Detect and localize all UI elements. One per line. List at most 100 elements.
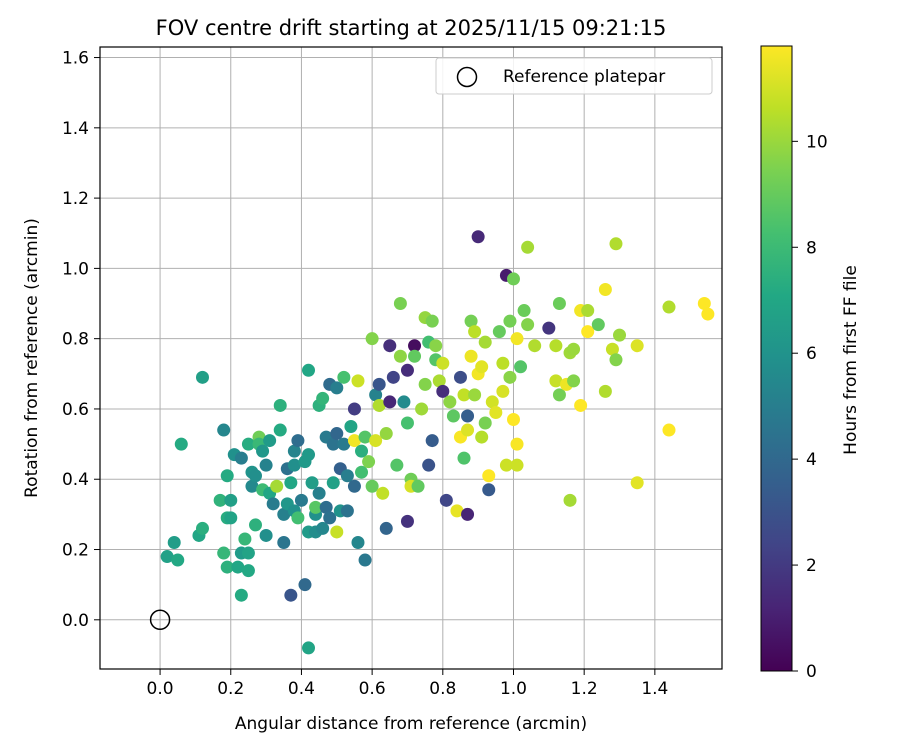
data-point	[461, 409, 475, 423]
data-point	[369, 388, 383, 402]
colorbar-label: Hours from first FF file	[841, 265, 861, 455]
x-tick-label: 0.2	[217, 679, 244, 699]
data-point	[609, 237, 623, 251]
data-point	[468, 325, 482, 339]
data-point	[344, 420, 358, 434]
data-point	[598, 384, 612, 398]
legend-marker-icon	[456, 66, 478, 88]
data-point	[234, 588, 248, 602]
data-point	[464, 314, 478, 328]
data-point	[506, 412, 520, 426]
x-ticks: 0.0 0.2 0.4 0.6 0.8 1.0 1.2 1.4	[147, 669, 668, 699]
colorbar-tick-label: 4	[806, 450, 817, 470]
plot-frame	[99, 46, 723, 670]
data-point	[347, 434, 361, 448]
data-point	[365, 479, 379, 493]
data-point	[549, 339, 563, 353]
data-point	[630, 476, 644, 490]
data-point	[355, 465, 369, 479]
data-point	[609, 353, 623, 367]
data-point	[471, 230, 485, 244]
data-point	[549, 374, 563, 388]
data-point	[393, 349, 407, 363]
data-point	[552, 297, 566, 311]
x-tick-label: 1.0	[500, 679, 527, 699]
data-point	[362, 455, 376, 469]
data-point	[510, 332, 524, 346]
colorbar-tick-label: 8	[806, 238, 817, 258]
data-point	[241, 437, 255, 451]
reference-marker	[149, 609, 171, 631]
data-point	[613, 328, 627, 342]
data-point	[277, 507, 291, 521]
data-point	[443, 395, 457, 409]
data-point	[408, 339, 422, 353]
data-point	[482, 483, 496, 497]
y-tick-label: 0.4	[62, 470, 89, 490]
x-tick-label: 0.0	[147, 679, 174, 699]
data-point	[503, 314, 517, 328]
colorbar-tick-label: 10	[806, 132, 828, 152]
data-point	[425, 314, 439, 328]
data-point	[337, 370, 351, 384]
data-point	[287, 458, 301, 472]
data-point	[574, 398, 588, 412]
data-point	[506, 272, 520, 286]
data-point	[160, 550, 174, 564]
data-point	[411, 479, 425, 493]
colorbar-tick-label: 6	[806, 344, 817, 364]
data-point	[287, 444, 301, 458]
data-point	[418, 377, 432, 391]
data-point	[662, 423, 676, 437]
colorbar-gradient	[760, 45, 793, 672]
data-point	[475, 430, 489, 444]
x-tick-label: 0.4	[288, 679, 315, 699]
data-point	[383, 395, 397, 409]
data-point	[510, 458, 524, 472]
y-tick-label: 1.4	[62, 119, 89, 139]
data-point	[302, 641, 316, 655]
data-point	[390, 458, 404, 472]
data-point	[461, 507, 475, 521]
data-point	[475, 360, 489, 374]
data-point	[305, 476, 319, 490]
data-point	[302, 363, 316, 377]
data-point	[552, 388, 566, 402]
legend-box	[435, 57, 713, 95]
data-point	[446, 409, 460, 423]
data-point	[482, 469, 496, 483]
y-axis-label: Rotation from reference (arcmin)	[22, 218, 42, 498]
data-point	[514, 360, 528, 374]
data-point	[224, 493, 238, 507]
y-tick-label: 1.2	[62, 189, 89, 209]
data-point	[266, 497, 280, 511]
data-point	[478, 335, 492, 349]
legend-label: Reference platepar	[503, 67, 665, 87]
data-point	[581, 325, 595, 339]
y-tick-label: 0.0	[62, 611, 89, 631]
data-point	[701, 307, 715, 321]
data-point	[263, 434, 277, 448]
data-point	[400, 514, 414, 528]
data-point	[372, 398, 386, 412]
x-tick-label: 0.8	[429, 679, 456, 699]
data-point	[457, 451, 471, 465]
data-point	[330, 525, 344, 539]
y-tick-label: 1.0	[62, 259, 89, 279]
data-point	[461, 423, 475, 437]
data-point	[662, 300, 676, 314]
data-point	[591, 318, 605, 332]
data-point	[330, 427, 344, 441]
data-point	[450, 504, 464, 518]
x-tick-label: 0.6	[359, 679, 386, 699]
data-point	[397, 395, 411, 409]
data-point	[294, 493, 308, 507]
data-point	[499, 458, 513, 472]
x-tick-label: 1.4	[641, 679, 668, 699]
data-point	[241, 546, 255, 560]
data-point	[234, 451, 248, 465]
legend: Reference platepar	[435, 57, 713, 95]
data-point	[581, 304, 595, 318]
chart-title: FOV centre drift starting at 2025/11/15 …	[156, 16, 667, 40]
